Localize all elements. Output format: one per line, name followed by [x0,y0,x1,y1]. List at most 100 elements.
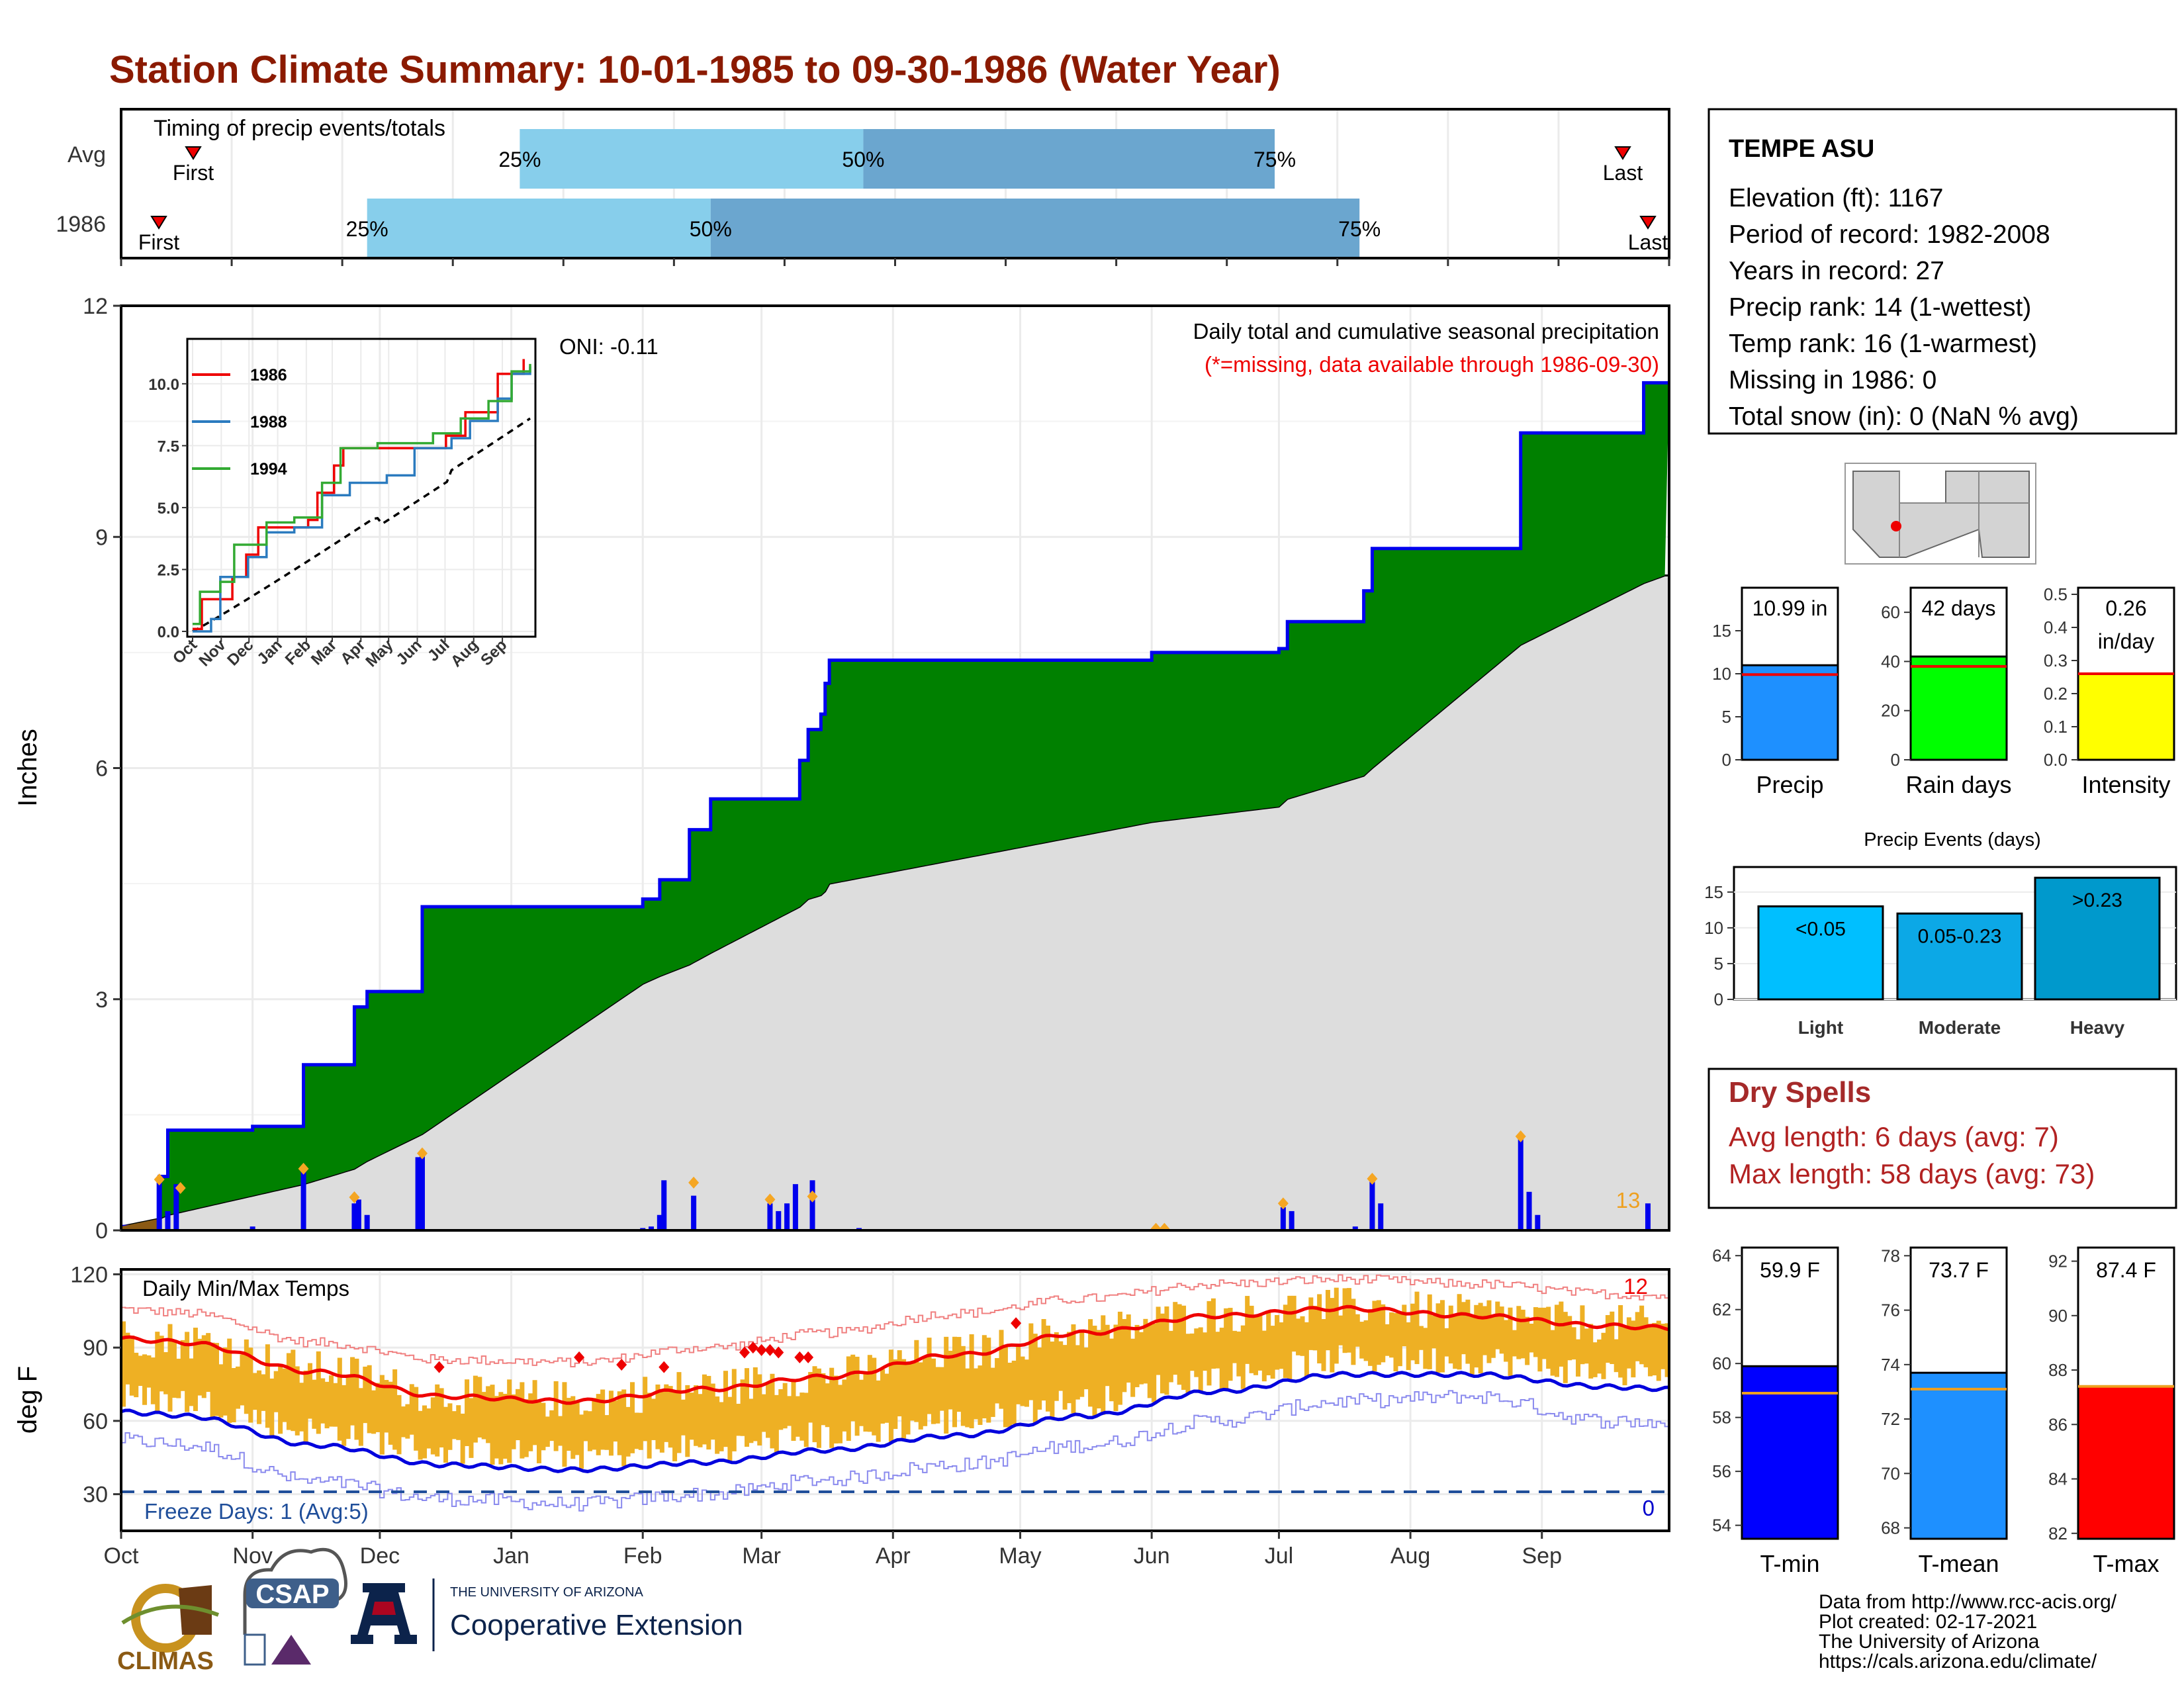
event-bar-range: 0.05-0.23 [1918,925,2002,947]
daily-temp-bar [655,1384,660,1449]
deficit-area [121,1218,159,1230]
station-line: Years in record: 27 [1729,257,1944,285]
daily-temp-bar [1359,1322,1365,1359]
daily-temp-bar [167,1324,173,1412]
avg-min-line [121,1371,1669,1473]
daily-precip-bar [776,1211,782,1230]
daily-temp-bar [676,1372,682,1453]
daily-temp-bar [1381,1304,1386,1363]
timing-q25-label: 25% [498,148,541,171]
daily-temp-bar [880,1369,886,1424]
summary-label: Rain days [1905,771,2011,798]
precip-y-tick-label: 6 [95,756,108,782]
daily-temp-bar [749,1398,754,1443]
daily-precip-bar [1378,1203,1384,1230]
daily-temp-bar [1465,1299,1471,1364]
daily-temp-bar [261,1374,266,1411]
daily-temp-bar [134,1352,139,1398]
daily-temp-bar [1308,1297,1314,1350]
summary-y-tick-label: 0.1 [2044,717,2068,737]
daily-temp-bar [1291,1295,1297,1352]
inset-y-tick-label: 5.0 [158,500,179,518]
daily-temp-bar [1571,1327,1576,1360]
daily-temp-bar [1296,1318,1301,1355]
daily-temp-bar [1410,1303,1416,1361]
dry-spells-box: Dry Spells Avg length: 6 days (avg: 7) M… [1707,1068,2177,1209]
daily-temp-bar [706,1375,711,1450]
daily-temp-bar [1516,1306,1522,1359]
daily-temp-bar [719,1402,724,1451]
daily-temp-bar [1614,1339,1619,1373]
daily-temp-bar [1181,1305,1187,1391]
inset-avg-line [192,417,531,633]
daily-temp-bar [757,1374,762,1446]
daily-precip-bar [784,1203,790,1230]
record-high-marker [659,1361,670,1373]
daily-temp-bar [944,1336,949,1434]
daily-temp-bar [613,1400,618,1442]
event-bar-range: <0.05 [1796,918,1846,940]
daily-precip-bar [691,1195,697,1230]
temp-summary-bar-0 [1741,1365,1839,1540]
temp-summary-label: T-mean [1918,1550,1999,1577]
timing-q25-label: 25% [346,217,388,241]
event-bar-label: Heavy [2070,1017,2125,1038]
timing-bar-q25-q50 [520,129,864,189]
timing-q75-label: 75% [1253,148,1296,171]
inset-y-tick-label: 0.0 [158,623,179,641]
timing-bar-q50-q75 [710,199,1360,258]
daily-temp-bar [1096,1330,1101,1409]
dry-spells-avg: Avg length: 6 days (avg: 7) [1729,1121,2059,1152]
daily-temp-bar [1661,1323,1666,1369]
inset-y-tick-label: 10.0 [148,376,179,394]
precip-events-chart: Precip Events (days) 0 5 10 15 <0.05 Light 0.05… [1704,829,2177,1038]
precip-record-marker [1277,1197,1289,1210]
daily-temp-bar [825,1383,830,1428]
daily-temp-bar [1028,1323,1034,1400]
timing-row-label-year: 1986 [56,212,106,237]
precip-record-marker [764,1193,776,1206]
daily-temp-bar [867,1355,872,1432]
daily-temp-bar [956,1337,962,1412]
station-location-marker [1891,521,1901,531]
daily-temp-bar [1490,1314,1496,1358]
station-line: Elevation (ft): 1167 [1729,184,1943,212]
inset-x-tick-label: Apr [337,636,369,668]
daily-temp-bar [121,1321,126,1407]
precip-record-marker [349,1191,360,1203]
temp-summary-y-tick-label: 90 [2048,1306,2068,1326]
temp-summary-value: 73.7 F [1929,1258,1989,1282]
daily-temp-bar [1508,1307,1513,1376]
daily-temp-bar [337,1357,342,1441]
inset-y-tick-label: 2.5 [158,561,179,579]
temp-summary-y-tick-label: 74 [1881,1355,1900,1375]
record-low-line [121,1390,1669,1512]
temp-summary-label: T-min [1760,1550,1820,1577]
daily-temp-bar [1626,1317,1631,1369]
daily-temp-bar [1397,1312,1402,1367]
daily-temp-bar [863,1373,868,1432]
daily-temp-bar [702,1374,707,1445]
daily-temp-bar [1270,1326,1275,1379]
daily-temp-bar [316,1351,321,1434]
daily-temp-bar [587,1411,592,1451]
daily-temp-bar [1512,1330,1517,1357]
daily-temp-bar [1499,1306,1504,1354]
daily-temp-bar [731,1369,737,1451]
daily-temp-bar [990,1367,995,1417]
timing-q50-label: 50% [842,148,884,171]
daily-temp-bar [248,1348,253,1423]
month-tick-label: Sep [1522,1543,1563,1569]
daily-temp-bar [752,1367,758,1441]
record-high-marker [616,1358,627,1371]
timing-q75-label: 75% [1338,217,1381,241]
daily-temp-bar [837,1385,842,1443]
daily-temp-bar [842,1379,847,1432]
timing-row-label-avg: Avg [68,142,106,167]
daily-temp-bar [1330,1298,1335,1373]
daily-temp-bar [579,1414,584,1469]
summary-label: Precip [1756,771,1823,798]
daily-temp-bar [1427,1294,1432,1369]
